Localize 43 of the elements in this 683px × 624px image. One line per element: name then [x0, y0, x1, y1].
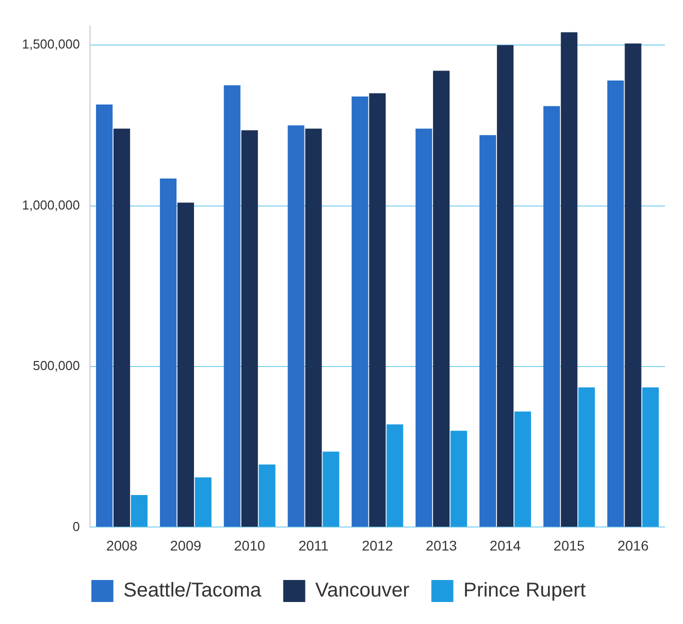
bar — [496, 45, 514, 527]
bar — [224, 85, 240, 527]
bar — [560, 32, 578, 527]
bar — [288, 125, 304, 527]
bar — [130, 495, 148, 527]
bar — [416, 128, 432, 527]
bar — [479, 135, 496, 527]
bar — [578, 387, 595, 527]
bar — [607, 80, 624, 527]
bar — [642, 387, 659, 527]
legend-label: Prince Rupert — [463, 580, 586, 602]
bar — [194, 477, 212, 527]
y-tick-label: 0 — [72, 518, 80, 534]
bar — [258, 464, 276, 527]
bar — [322, 452, 340, 527]
bar — [450, 430, 468, 527]
bar — [96, 104, 113, 527]
x-tick-label: 2008 — [106, 537, 138, 554]
x-tick-label: 2009 — [170, 537, 202, 554]
y-tick-label: 500,000 — [32, 358, 80, 374]
x-tick-label: 2010 — [234, 537, 266, 554]
legend-label: Vancouver — [315, 580, 410, 602]
bar — [433, 70, 450, 527]
bar — [514, 411, 531, 527]
legend-label: Seattle/Tacoma — [123, 580, 262, 602]
x-tick-label: 2013 — [426, 537, 458, 554]
y-tick-label: 1,500,000 — [22, 36, 80, 52]
bar — [241, 130, 258, 527]
bar — [113, 128, 130, 527]
bar — [305, 128, 322, 527]
x-tick-label: 2016 — [617, 537, 649, 554]
bar — [624, 43, 642, 527]
x-tick-label: 2011 — [298, 537, 329, 554]
y-tick-label: 1,000,000 — [22, 197, 80, 212]
bar — [160, 178, 177, 527]
bar — [352, 96, 368, 527]
bar — [543, 106, 560, 527]
x-tick-label: 2014 — [490, 537, 522, 554]
bar — [369, 93, 386, 527]
bar — [386, 424, 404, 527]
x-tick-label: 2015 — [554, 537, 585, 554]
bar — [177, 202, 194, 527]
x-tick-label: 2012 — [362, 537, 394, 554]
